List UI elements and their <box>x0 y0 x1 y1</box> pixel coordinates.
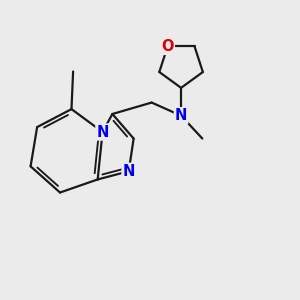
Text: N: N <box>175 108 187 123</box>
Text: N: N <box>122 164 135 179</box>
Text: N: N <box>96 124 109 140</box>
Text: O: O <box>161 39 174 54</box>
